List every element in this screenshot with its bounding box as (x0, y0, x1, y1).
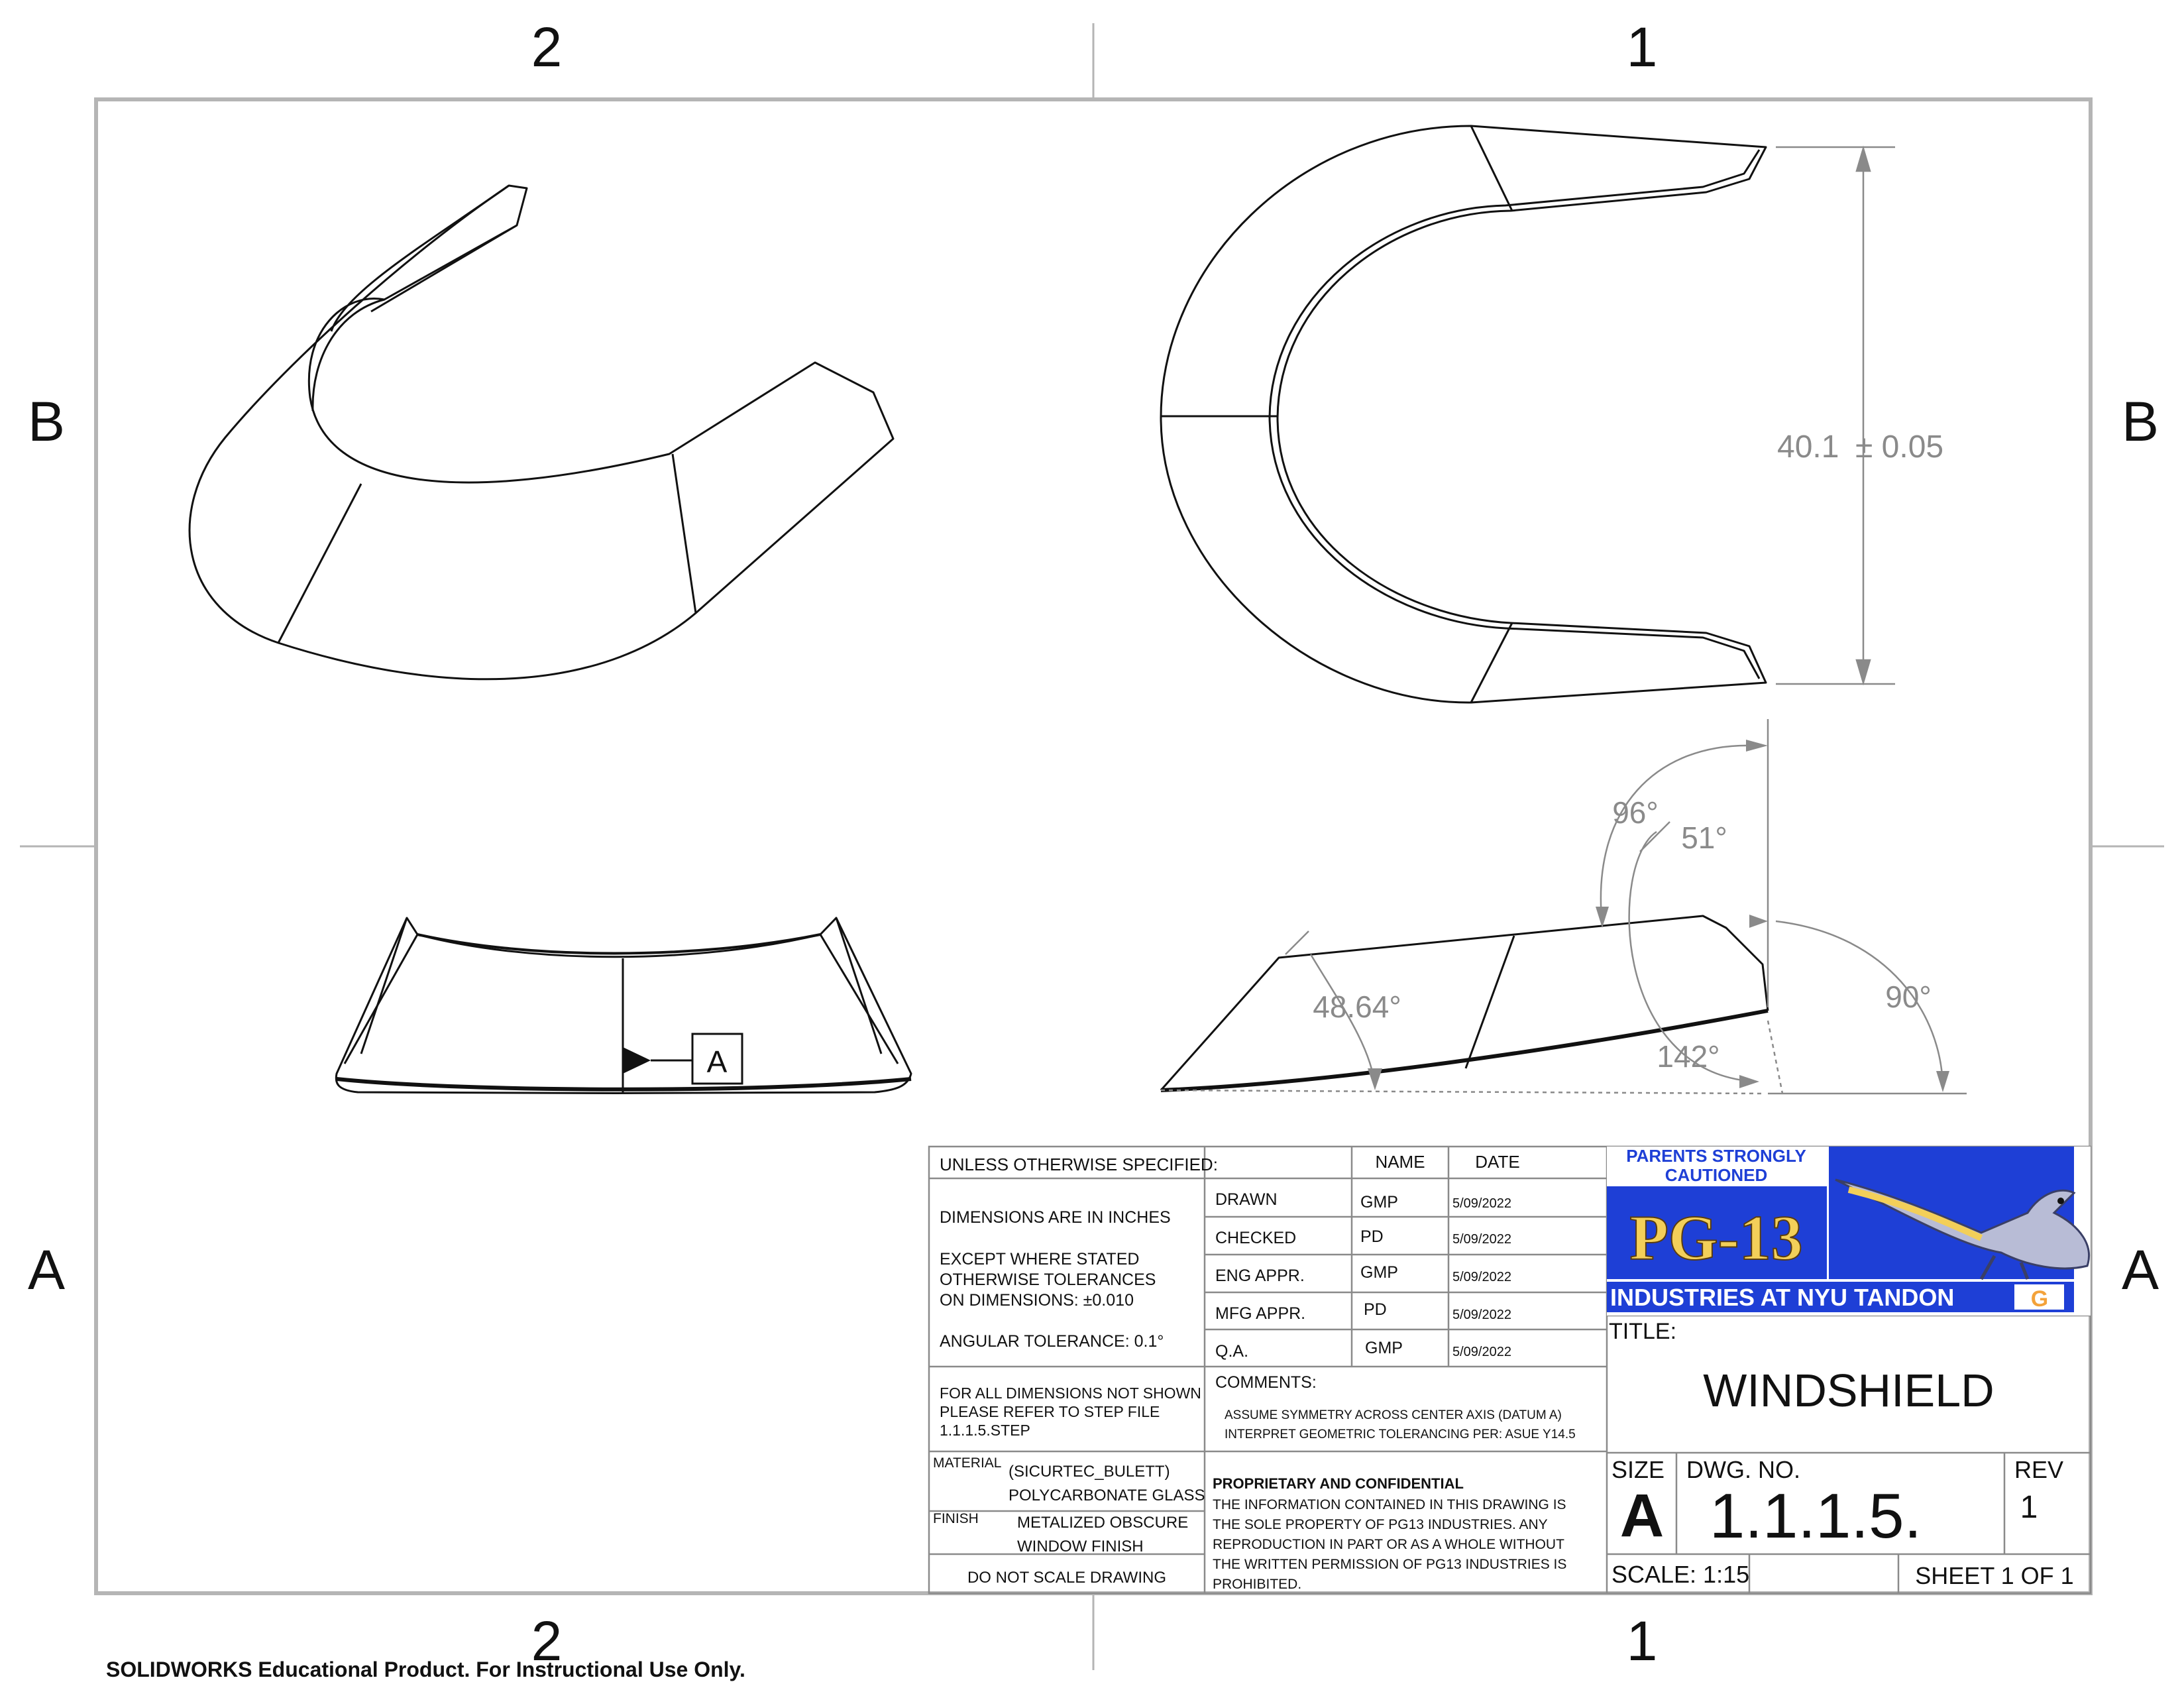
drawing-title: WINDSHIELD (1703, 1365, 1994, 1416)
educational-notice: SOLIDWORKS Educational Product. For Inst… (106, 1658, 745, 1681)
step-note-line-3: 1.1.1.5.STEP (940, 1422, 1030, 1439)
approval-name-drawn: GMP (1360, 1193, 1398, 1211)
rev-label: REV (2014, 1456, 2063, 1483)
zone-label-bottom-2: 2 (531, 1610, 563, 1672)
unless-specified-text: UNLESS OTHERWISE SPECIFIED: (940, 1155, 1218, 1174)
approval-role-drawn: DRAWN (1215, 1190, 1278, 1209)
sheet-text: SHEET 1 OF 1 (1915, 1562, 2073, 1589)
angle-90: 90° (1885, 980, 1932, 1014)
datum-a-label: A (707, 1044, 728, 1079)
size-label: SIZE (1611, 1456, 1665, 1483)
side-view (1160, 915, 1769, 1092)
finish-line-2: WINDOW FINISH (1017, 1538, 1144, 1555)
approval-role-qa: Q.A. (1215, 1342, 1248, 1361)
step-note-line-2: PLEASE REFER TO STEP FILE (940, 1403, 1160, 1420)
title-block (928, 1145, 2092, 1595)
datum-a-marker (623, 1033, 743, 1085)
angle-51: 51° (1681, 820, 1727, 855)
front-view (335, 917, 912, 1094)
angle-96: 96° (1612, 795, 1659, 830)
angle-48-64: 48.64° (1313, 989, 1401, 1024)
approval-date-eng: 5/09/2022 (1452, 1270, 1511, 1284)
tolerance-line-2: OTHERWISE TOLERANCES (940, 1270, 1156, 1289)
finish-label: FINISH (933, 1511, 979, 1526)
zone-label-bottom-1: 1 (1627, 1610, 1658, 1672)
logo-industries: INDUSTRIES AT NYU TANDON (1610, 1284, 1954, 1311)
logo-badge: G (2031, 1286, 2048, 1312)
proprietary-line-1: THE INFORMATION CONTAINED IN THIS DRAWIN… (1213, 1497, 1566, 1512)
zone-label-right-a: A (2122, 1239, 2159, 1301)
title-label: TITLE: (1609, 1319, 1676, 1344)
proprietary-line-3: REPRODUCTION IN PART OR AS A WHOLE WITHO… (1213, 1537, 1564, 1552)
rev-value: 1 (2020, 1490, 2038, 1525)
zone-label-left-a: A (28, 1239, 65, 1301)
name-header: NAME (1375, 1152, 1425, 1172)
approval-role-mfg: MFG APPR. (1215, 1304, 1305, 1323)
proprietary-line-2: THE SOLE PROPERTY OF PG13 INDUSTRIES. AN… (1213, 1517, 1548, 1532)
angle-dimensions (1160, 719, 1967, 1095)
approval-date-checked: 5/09/2022 (1452, 1232, 1511, 1247)
dwg-no-value: 1.1.1.5. (1710, 1481, 1922, 1551)
approval-role-eng: ENG APPR. (1215, 1267, 1305, 1285)
material-line-1: (SICURTEC_BULETT) (1009, 1463, 1170, 1481)
comment-line-1: ASSUME SYMMETRY ACROSS CENTER AXIS (DATU… (1225, 1408, 1562, 1422)
approval-date-mfg: 5/09/2022 (1452, 1308, 1511, 1322)
tolerance-line-3: ON DIMENSIONS: ±0.010 (940, 1291, 1134, 1310)
dims-in-inches-text: DIMENSIONS ARE IN INCHES (940, 1208, 1171, 1227)
height-dimension (1776, 145, 1895, 686)
logo-line-2: CAUTIONED (1665, 1165, 1768, 1185)
proprietary-line-5: PROHIBITED. (1213, 1577, 1301, 1592)
angle-142: 142° (1657, 1039, 1720, 1074)
approval-name-mfg: PD (1364, 1300, 1387, 1319)
step-note-line-1: FOR ALL DIMENSIONS NOT SHOWN (940, 1384, 1201, 1402)
scale-text: SCALE: 1:15 (1611, 1561, 1749, 1588)
material-label: MATERIAL (933, 1455, 1001, 1471)
height-dimension-value: 40.1 (1777, 429, 1839, 465)
approval-date-qa: 5/09/2022 (1452, 1345, 1511, 1359)
dwg-no-label: DWG. NO. (1686, 1456, 1800, 1483)
tolerance-line-1: EXCEPT WHERE STATED (940, 1250, 1139, 1268)
do-not-scale-text: DO NOT SCALE DRAWING (967, 1569, 1166, 1587)
comments-label: COMMENTS: (1215, 1373, 1317, 1392)
proprietary-title: PROPRIETARY AND CONFIDENTIAL (1213, 1475, 1464, 1492)
approval-name-eng: GMP (1360, 1263, 1398, 1282)
datum-a-box (691, 1033, 743, 1085)
logo-line-1: PARENTS STRONGLY (1626, 1146, 1806, 1166)
finish-line-1: METALIZED OBSCURE (1017, 1514, 1188, 1532)
approval-name-qa: GMP (1365, 1339, 1403, 1357)
proprietary-line-4: THE WRITTEN PERMISSION OF PG13 INDUSTRIE… (1213, 1557, 1566, 1572)
size-value: A (1620, 1482, 1664, 1549)
approval-name-checked: PD (1360, 1227, 1384, 1246)
angle-arrowheads (1368, 740, 1949, 1092)
material-line-2: POLYCARBONATE GLASS (1009, 1487, 1205, 1504)
zone-label-left-b: B (28, 390, 65, 453)
pg13-logo (1607, 1147, 2091, 1316)
logo-rating: PG-13 (1629, 1202, 1802, 1273)
zone-label-right-b: B (2122, 390, 2159, 453)
angular-tolerance-text: ANGULAR TOLERANCE: 0.1° (940, 1332, 1164, 1351)
zone-label-top-2: 2 (531, 16, 563, 78)
approval-role-checked: CHECKED (1215, 1229, 1296, 1247)
isometric-view (188, 184, 895, 681)
height-dimension-tolerance: ± 0.05 (1855, 429, 1943, 465)
approval-date-drawn: 5/09/2022 (1452, 1196, 1511, 1211)
zone-label-top-1: 1 (1627, 16, 1658, 78)
date-header: DATE (1475, 1152, 1519, 1172)
top-view (1160, 125, 1767, 704)
comment-line-2: INTERPRET GEOMETRIC TOLERANCING PER: ASU… (1225, 1428, 1576, 1441)
bird-mascot-icon (1835, 1178, 2091, 1280)
